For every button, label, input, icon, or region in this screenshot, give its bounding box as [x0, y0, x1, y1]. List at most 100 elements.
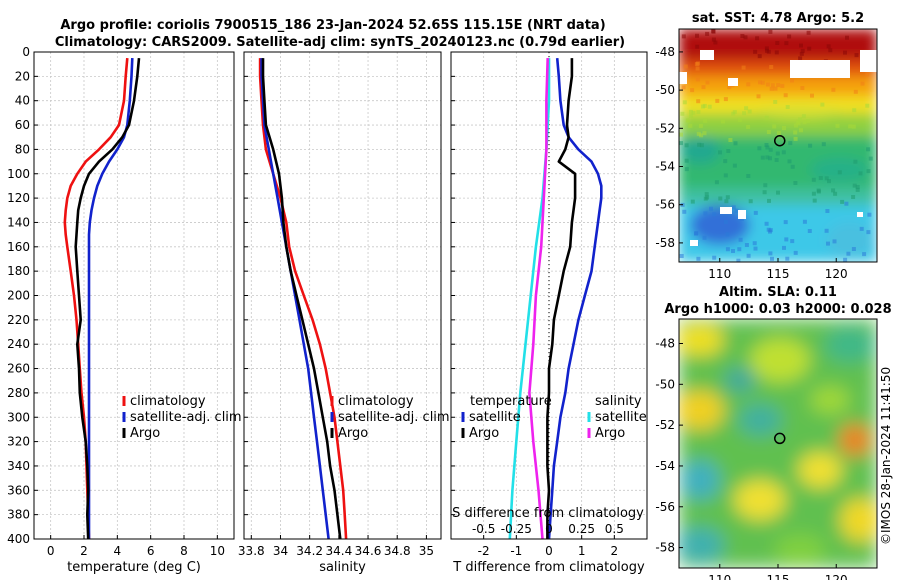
sst-pixel: [854, 53, 859, 58]
sst-pixel: [860, 81, 865, 86]
sst-pixel: [694, 62, 699, 67]
x-tick-label: 2: [611, 544, 619, 558]
sst-pixel: [831, 188, 836, 193]
sst-pixel: [695, 66, 700, 71]
sst-pixel: [718, 196, 723, 201]
sst-pixel: [833, 191, 838, 196]
sst-pixel: [826, 44, 831, 49]
sst-pixel: [696, 110, 701, 115]
sst-pixel: [821, 142, 826, 147]
s-tick-label: 0: [545, 522, 553, 536]
x-axis-label: T difference from climatology: [452, 560, 645, 575]
sst-pixel: [785, 105, 790, 109]
sst-pixel: [766, 227, 771, 232]
sst-pixel: [683, 64, 688, 69]
y-tick-label: 400: [7, 532, 30, 546]
sst-pixel: [828, 48, 833, 53]
sst-pixel: [712, 212, 717, 217]
figure-title-line1: Argo profile: coriolis 7900515_186 23-Ja…: [60, 18, 605, 33]
sst-pixel: [790, 239, 795, 244]
sst-pixel: [764, 221, 769, 226]
sst-pixel: [746, 174, 751, 178]
x-tick-label: 0: [545, 544, 553, 558]
s-tick-label: 0.25: [568, 522, 595, 536]
sst-pixel: [680, 111, 685, 116]
legend-label: satellite: [595, 410, 647, 425]
sst-pixel: [742, 111, 747, 116]
sst-pixel: [799, 128, 803, 133]
sst-pixel: [723, 97, 728, 102]
x-tick-label: 34.6: [355, 544, 382, 558]
s-axis-label: S difference from climatology: [452, 506, 644, 521]
sst-pixel: [741, 65, 746, 70]
y-tick-label: 40: [15, 94, 30, 108]
sst-pixel: [798, 56, 803, 61]
sst-pixel: [699, 133, 704, 138]
y-tick-label: -54: [655, 160, 675, 174]
figure-title-line2: Climatology: CARS2009. Satellite-adj cli…: [55, 35, 625, 50]
sst-pixel: [793, 250, 798, 255]
sst-pixel: [701, 85, 706, 90]
sst-pixel: [709, 206, 713, 211]
sst-pixel: [775, 151, 780, 156]
sst-pixel: [732, 110, 737, 115]
sst-pixel: [765, 145, 770, 150]
sst-pixel: [790, 78, 794, 83]
sst-pixel: [703, 211, 708, 216]
sst-pixel: [793, 136, 798, 141]
sst-pixel: [764, 115, 769, 120]
difference-panel: -2 -1 0 1 2 T difference from climatology S di…: [450, 51, 648, 575]
sst-pixel: [852, 183, 857, 188]
sst-pixel: [840, 199, 845, 204]
sst-pixel: [740, 34, 745, 38]
sst-pixel: [724, 199, 729, 204]
x-tick-label: 4: [114, 544, 122, 558]
sst-pixel: [806, 30, 811, 35]
salinity-panel: 33.8 34 34.2 34.4 34.6 34.8 35 salinity climatol…: [238, 51, 450, 575]
sst-pixel: [798, 117, 802, 122]
sst-pixel: [845, 35, 849, 40]
sst-pixel: [772, 124, 777, 129]
sst-pixel: [697, 142, 702, 147]
series-line-argo: [74, 57, 141, 540]
sst-pixel: [824, 176, 829, 181]
sst-pixel: [867, 212, 872, 217]
sst-pixel: [851, 195, 856, 199]
sst-pixel: [752, 241, 757, 246]
sst-pixel: [725, 232, 730, 237]
sst-pixel: [702, 235, 707, 240]
sst-pixel: [695, 44, 700, 49]
series-line-s-argo: [528, 58, 549, 540]
sst-pixel: [853, 89, 858, 94]
sst-pixel: [824, 228, 829, 233]
sst-pixel: [753, 246, 758, 251]
sst-pixel: [835, 123, 840, 128]
sst-pixel: [705, 195, 710, 200]
sst-pixel: [774, 50, 779, 55]
sst-pixel: [866, 169, 871, 174]
sst-pixel: [800, 48, 805, 53]
sst-pixel: [820, 102, 825, 107]
sst-pixel: [725, 195, 730, 200]
sst-pixel: [825, 209, 830, 213]
sst-pixel: [832, 239, 837, 244]
s-tick-label: 0.5: [605, 522, 624, 536]
sst-pixel: [852, 108, 857, 113]
sst-pixel: [691, 110, 696, 115]
temperature-panel: 0204060801001201401601802002202402602803…: [7, 45, 242, 575]
x-tick-label: 35: [419, 544, 434, 558]
y-tick-label: 340: [7, 459, 30, 473]
sst-pixel: [731, 249, 735, 253]
plot-frame: [243, 51, 442, 540]
sst-pixel: [776, 131, 781, 136]
legend-label: satellite-adj. clim: [130, 410, 242, 425]
legend-title-temperature: temperature: [470, 394, 552, 409]
legend-label: climatology: [338, 394, 414, 409]
sla-map-subtitle: Argo h1000: 0.03 h2000: 0.028: [664, 302, 891, 317]
sst-pixel: [769, 86, 774, 91]
sst-pixel: [851, 124, 856, 129]
sst-pixel: [723, 173, 728, 178]
x-tick-label: 120: [825, 267, 848, 281]
sst-pixel: [853, 159, 858, 164]
